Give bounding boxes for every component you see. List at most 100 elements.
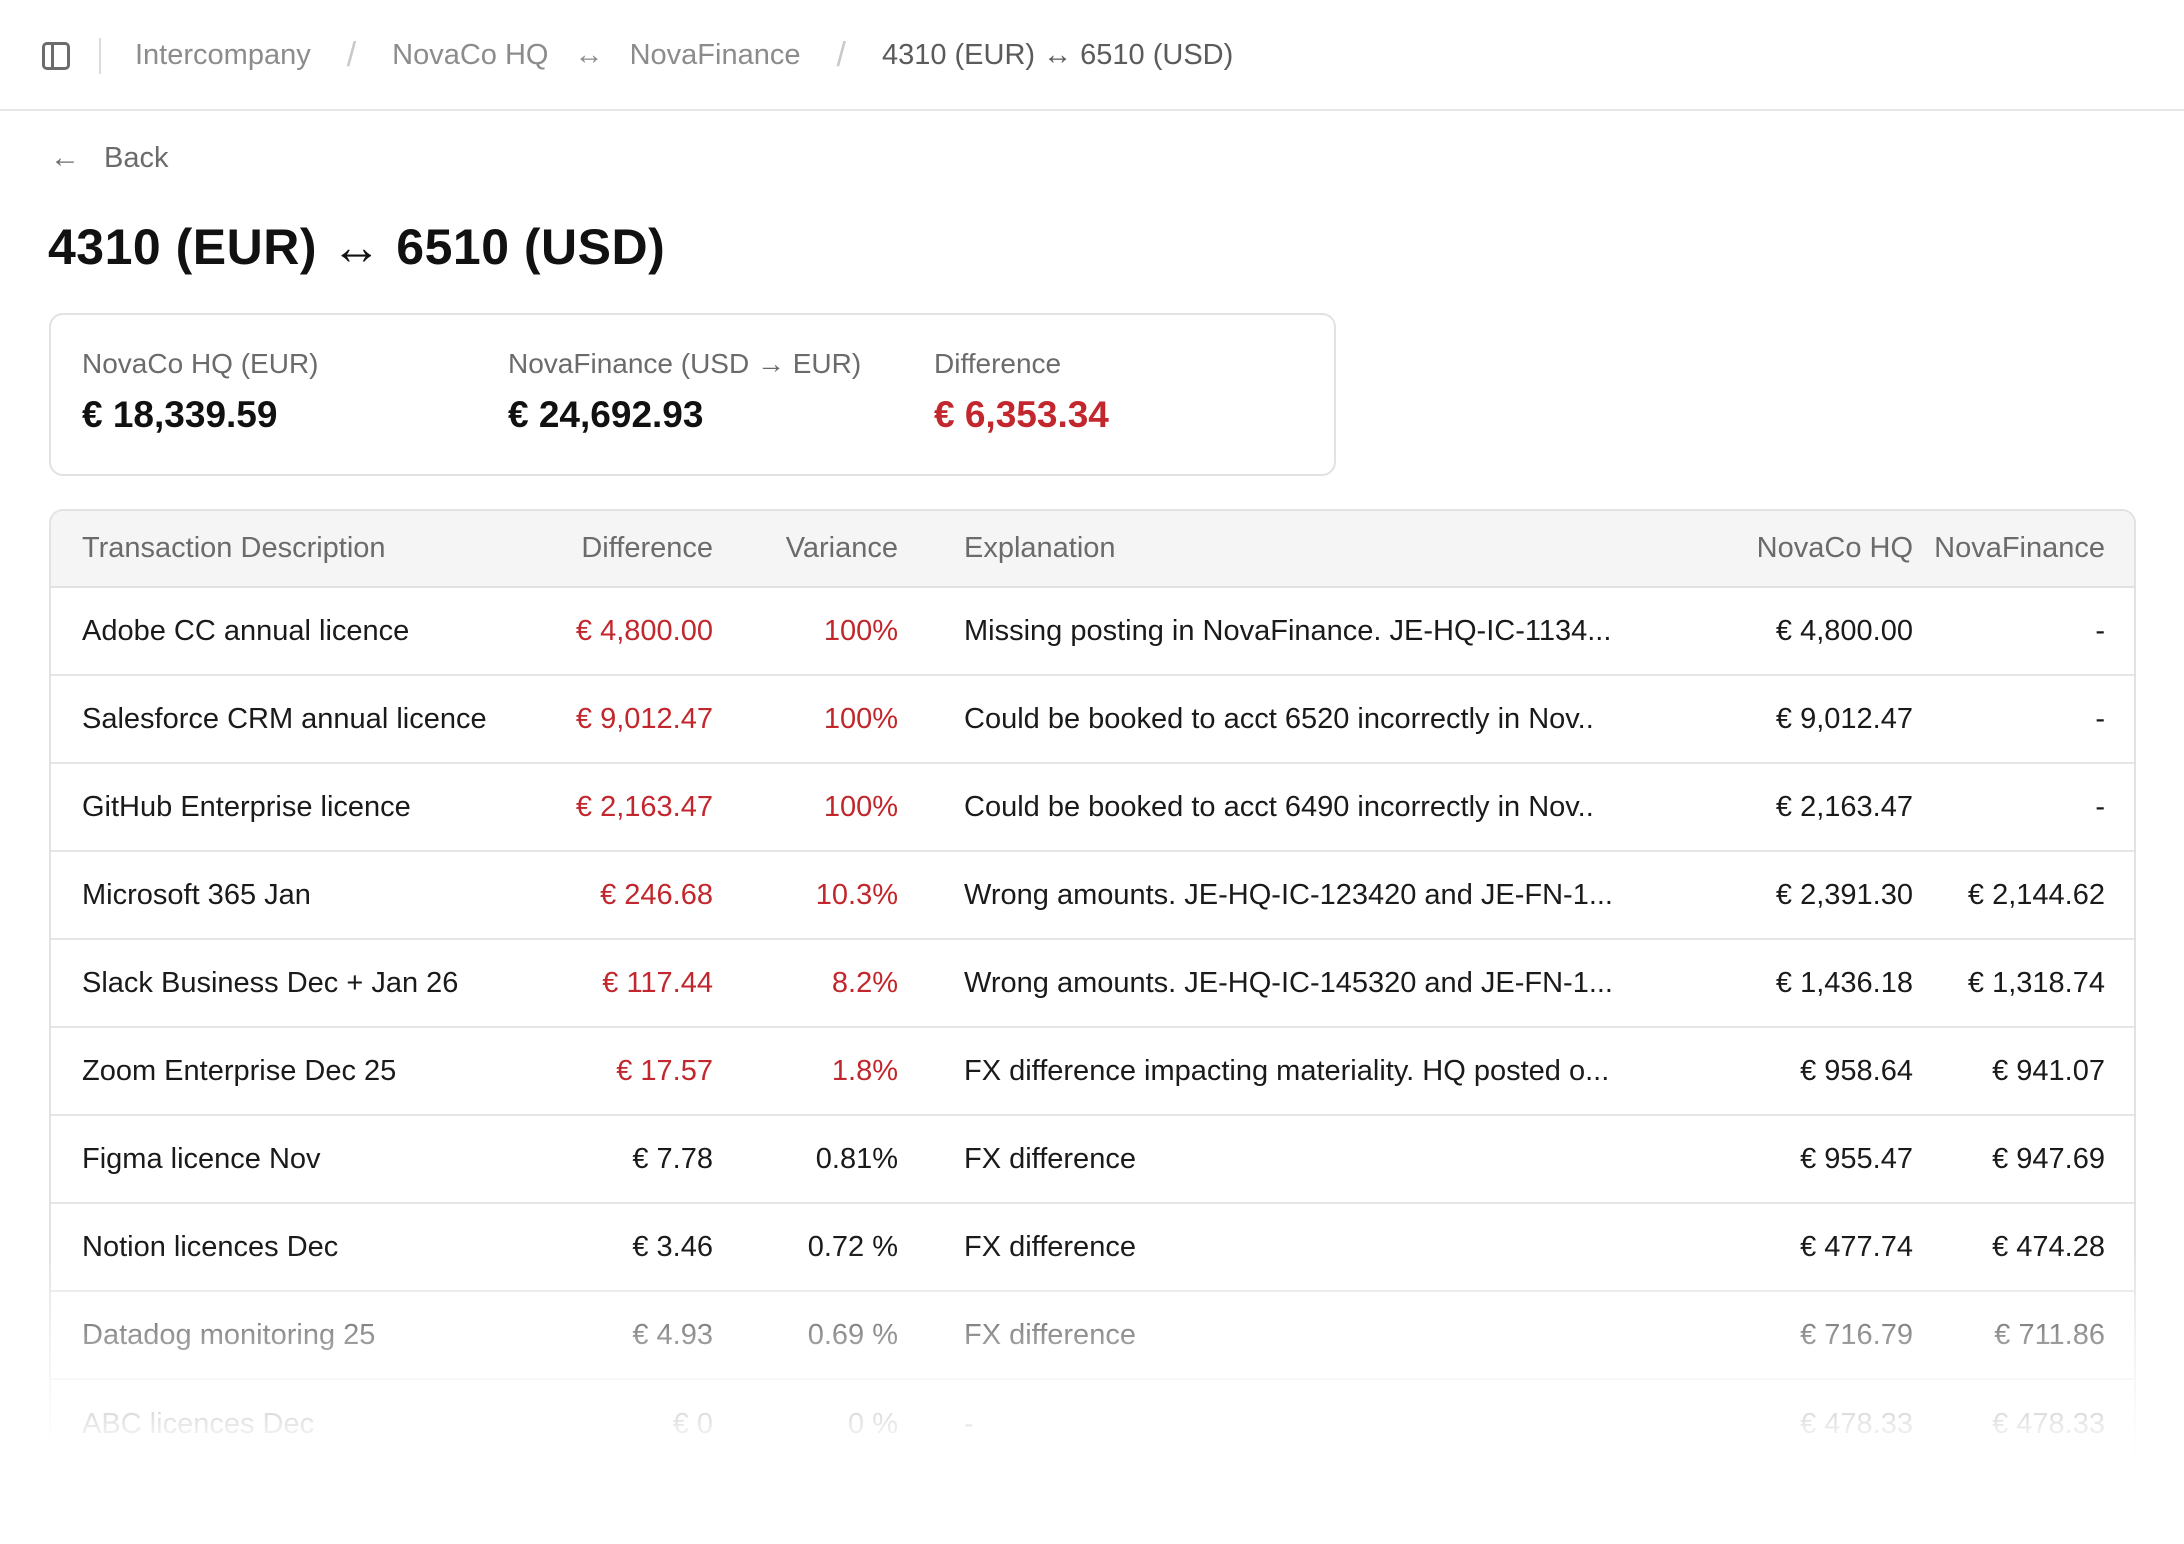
cell-description: GitHub Enterprise licence bbox=[82, 790, 411, 823]
table-row[interactable]: Adobe CC annual licence € 4,800.00 100% Mis… bbox=[51, 588, 2134, 676]
cell-explanation: FX difference bbox=[964, 1318, 1136, 1351]
cell-novaco-hq: € 478.33 bbox=[1800, 1407, 1913, 1440]
cell-description: Datadog monitoring 25 bbox=[82, 1318, 376, 1351]
summary-finance-label: NovaFinance (USD → EUR) bbox=[508, 348, 862, 379]
cell-novaco-hq: € 2,163.47 bbox=[1775, 790, 1913, 823]
cell-variance: 0 % bbox=[848, 1407, 898, 1440]
cell-novaco-hq: € 4,800.00 bbox=[1775, 614, 1913, 647]
breadcrumb-current: 4310 (EUR) ↔ 6510 (USD) bbox=[881, 39, 1234, 71]
breadcrumb: Intercompany / NovaCo HQ ↔ NovaFinance /… bbox=[135, 0, 1233, 111]
cell-variance: 0.81% bbox=[815, 1142, 898, 1175]
cell-difference: € 4,800.00 bbox=[575, 614, 713, 647]
cell-difference: € 17.57 bbox=[616, 1054, 713, 1087]
table-row[interactable]: Microsoft 365 Jan € 246.68 10.3% Wrong amou… bbox=[51, 852, 2134, 940]
column-header-explanation[interactable]: Explanation bbox=[964, 532, 1116, 564]
column-header-novafinance[interactable]: NovaFinance bbox=[1934, 532, 2105, 564]
column-header-variance[interactable]: Variance bbox=[785, 532, 898, 564]
cell-explanation: Wrong amounts. JE-HQ-IC-123420 and JE-FN… bbox=[964, 878, 1613, 911]
table-row[interactable]: Notion licences Dec € 3.46 0.72 % FX differ… bbox=[51, 1204, 2134, 1292]
cell-difference: € 117.44 bbox=[602, 966, 713, 999]
cell-description: Slack Business Dec + Jan 26 bbox=[82, 966, 459, 999]
cell-variance: 0.72 % bbox=[807, 1230, 898, 1263]
table-row[interactable]: GitHub Enterprise licence € 2,163.47 100% C… bbox=[51, 764, 2134, 852]
cell-description: ABC licences Dec bbox=[82, 1407, 315, 1440]
table-row[interactable]: Salesforce CRM annual licence € 9,012.47 1… bbox=[51, 676, 2134, 764]
cell-novafinance: € 474.28 bbox=[1992, 1230, 2105, 1263]
cell-variance: 100% bbox=[823, 702, 898, 735]
cell-novaco-hq: € 9,012.47 bbox=[1775, 702, 1913, 735]
cell-novaco-hq: € 1,436.18 bbox=[1775, 966, 1913, 999]
column-header-description[interactable]: Transaction Description bbox=[82, 532, 386, 564]
cell-novaco-hq: € 716.79 bbox=[1800, 1318, 1913, 1351]
back-label: Back bbox=[104, 141, 169, 174]
cell-novafinance: € 1,318.74 bbox=[1967, 966, 2105, 999]
top-bar: Intercompany / NovaCo HQ ↔ NovaFinance /… bbox=[0, 0, 2184, 111]
summary-card: NovaCo HQ (EUR) € 18,339.59 NovaFinance … bbox=[49, 313, 1336, 476]
breadcrumb-separator: / bbox=[836, 36, 846, 74]
table-row[interactable]: Zoom Enterprise Dec 25 € 17.57 1.8% FX diff… bbox=[51, 1028, 2134, 1116]
cell-explanation: FX difference impacting materiality. HQ … bbox=[964, 1054, 1610, 1087]
divider bbox=[99, 38, 101, 74]
cell-variance: 8.2% bbox=[831, 966, 898, 999]
cell-variance: 0.69 % bbox=[807, 1318, 898, 1351]
table-row[interactable]: Slack Business Dec + Jan 26 € 117.44 8.2% W… bbox=[51, 940, 2134, 1028]
cell-novafinance: - bbox=[2095, 790, 2105, 823]
cell-difference: € 7.78 bbox=[632, 1142, 713, 1175]
cell-novaco-hq: € 955.47 bbox=[1800, 1142, 1913, 1175]
table-header: Transaction Description Difference Varia… bbox=[51, 511, 2134, 588]
cell-variance: 10.3% bbox=[815, 878, 898, 911]
summary-hq-label: NovaCo HQ (EUR) bbox=[82, 348, 319, 379]
cell-novaco-hq: € 477.74 bbox=[1800, 1230, 1913, 1263]
cell-novafinance: € 478.33 bbox=[1992, 1407, 2105, 1440]
table-row[interactable]: Datadog monitoring 25 € 4.93 0.69 % FX diff… bbox=[51, 1292, 2134, 1380]
column-header-novaco-hq[interactable]: NovaCo HQ bbox=[1756, 532, 1913, 564]
breadcrumb-entity-pair[interactable]: NovaCo HQ ↔ NovaFinance bbox=[392, 39, 800, 72]
page-title: 4310 (EUR) ↔ 6510 (USD) bbox=[48, 219, 666, 275]
cell-difference: € 0 bbox=[672, 1407, 713, 1440]
table-row[interactable]: Figma licence Nov € 7.78 0.81% FX differenc… bbox=[51, 1116, 2134, 1204]
cell-novafinance: € 711.86 bbox=[1994, 1318, 2105, 1351]
breadcrumb-pair-right: NovaFinance bbox=[629, 39, 801, 71]
bidirectional-arrow-icon: ↔ bbox=[574, 39, 604, 71]
breadcrumb-intercompany[interactable]: Intercompany bbox=[135, 39, 311, 71]
cell-variance: 100% bbox=[823, 790, 898, 823]
cell-description: Figma licence Nov bbox=[82, 1142, 321, 1175]
cell-explanation: Could be booked to acct 6520 incorrectly… bbox=[964, 702, 1594, 735]
cell-explanation: FX difference bbox=[964, 1230, 1136, 1263]
breadcrumb-pair-left: NovaCo HQ bbox=[392, 39, 549, 71]
summary-hq-value: € 18,339.59 bbox=[82, 394, 278, 435]
summary-difference: Difference € 6,353.34 bbox=[934, 348, 1109, 436]
cell-variance: 1.8% bbox=[831, 1054, 898, 1087]
cell-novafinance: € 2,144.62 bbox=[1967, 878, 2105, 911]
cell-variance: 100% bbox=[823, 614, 898, 647]
column-header-difference[interactable]: Difference bbox=[581, 532, 713, 564]
cell-novaco-hq: € 2,391.30 bbox=[1775, 878, 1913, 911]
cell-explanation: - bbox=[964, 1407, 974, 1440]
sidebar-toggle-icon[interactable] bbox=[42, 42, 70, 70]
cell-explanation: Could be booked to acct 6490 incorrectly… bbox=[964, 790, 1594, 823]
reconciliation-table: Transaction Description Difference Varia… bbox=[49, 509, 2136, 1469]
arrow-left-icon: ← bbox=[50, 141, 80, 174]
summary-difference-label: Difference bbox=[934, 348, 1062, 379]
cell-novafinance: € 941.07 bbox=[1992, 1054, 2105, 1087]
cell-novafinance: € 947.69 bbox=[1992, 1142, 2105, 1175]
cell-explanation: Missing posting in NovaFinance. JE-HQ-IC… bbox=[964, 614, 1612, 647]
cell-description: Adobe CC annual licence bbox=[82, 614, 410, 647]
table-body: Adobe CC annual licence € 4,800.00 100% Mis… bbox=[51, 588, 2134, 1468]
cell-description: Microsoft 365 Jan bbox=[82, 878, 311, 911]
cell-difference: € 3.46 bbox=[632, 1230, 713, 1263]
cell-novafinance: - bbox=[2095, 614, 2105, 647]
cell-difference: € 2,163.47 bbox=[575, 790, 713, 823]
cell-explanation: Wrong amounts. JE-HQ-IC-145320 and JE-FN… bbox=[964, 966, 1613, 999]
summary-difference-value: € 6,353.34 bbox=[934, 394, 1109, 435]
summary-finance-value: € 24,692.93 bbox=[508, 394, 704, 435]
back-button[interactable]: ← Back bbox=[50, 141, 168, 175]
cell-difference: € 4.93 bbox=[632, 1318, 713, 1351]
summary-finance: NovaFinance (USD → EUR) € 24,692.93 bbox=[508, 348, 861, 436]
cell-novaco-hq: € 958.64 bbox=[1800, 1054, 1913, 1087]
table-row[interactable]: ABC licences Dec € 0 0 % - € 478.33 € 478.33 bbox=[51, 1380, 2134, 1468]
cell-explanation: FX difference bbox=[964, 1142, 1136, 1175]
cell-description: Salesforce CRM annual licence bbox=[82, 702, 487, 735]
cell-description: Notion licences Dec bbox=[82, 1230, 339, 1263]
summary-hq: NovaCo HQ (EUR) € 18,339.59 bbox=[82, 348, 318, 436]
